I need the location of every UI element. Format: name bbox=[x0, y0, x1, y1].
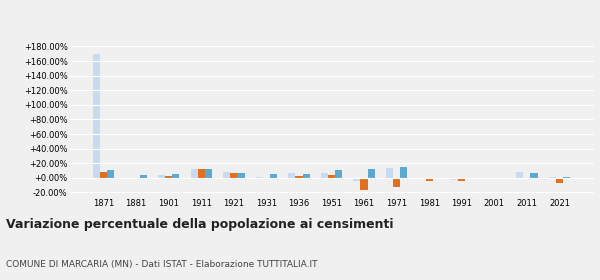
Bar bbox=[197, 169, 205, 178]
Bar bbox=[400, 167, 407, 178]
Bar bbox=[335, 171, 342, 178]
Bar bbox=[133, 178, 140, 179]
Text: Variazione percentuale della popolazione ai censimenti: Variazione percentuale della popolazione… bbox=[6, 218, 394, 231]
Bar bbox=[458, 178, 466, 181]
Bar bbox=[425, 178, 433, 181]
Bar bbox=[491, 178, 498, 179]
Bar bbox=[530, 173, 538, 178]
Bar bbox=[368, 169, 375, 178]
Bar bbox=[498, 178, 505, 179]
Bar bbox=[353, 178, 361, 181]
Bar bbox=[93, 54, 100, 178]
Bar bbox=[321, 173, 328, 178]
Bar bbox=[563, 177, 570, 178]
Bar bbox=[386, 168, 393, 178]
Bar bbox=[158, 175, 165, 178]
Bar bbox=[238, 173, 245, 178]
Bar bbox=[107, 171, 115, 178]
Bar bbox=[165, 176, 172, 178]
Bar bbox=[270, 174, 277, 178]
Bar bbox=[451, 178, 458, 179]
Bar bbox=[516, 172, 523, 178]
Bar bbox=[548, 177, 556, 178]
Bar bbox=[556, 178, 563, 183]
Bar bbox=[433, 178, 440, 179]
Bar bbox=[328, 175, 335, 178]
Bar bbox=[100, 172, 107, 178]
Bar bbox=[191, 169, 197, 178]
Bar bbox=[393, 178, 400, 187]
Bar bbox=[140, 175, 147, 178]
Text: COMUNE DI MARCARIA (MN) - Dati ISTAT - Elaborazione TUTTITALIA.IT: COMUNE DI MARCARIA (MN) - Dati ISTAT - E… bbox=[6, 260, 317, 269]
Bar bbox=[230, 173, 238, 178]
Bar bbox=[256, 177, 263, 178]
Bar bbox=[302, 174, 310, 178]
Bar bbox=[288, 173, 295, 178]
Bar bbox=[295, 176, 302, 178]
Legend: Marcaria, Provincia di MN, Lombardia: Marcaria, Provincia di MN, Lombardia bbox=[191, 0, 472, 3]
Bar bbox=[205, 169, 212, 178]
Bar bbox=[172, 174, 179, 178]
Bar bbox=[125, 178, 133, 179]
Bar bbox=[484, 178, 491, 179]
Bar bbox=[361, 178, 368, 190]
Bar bbox=[223, 172, 230, 178]
